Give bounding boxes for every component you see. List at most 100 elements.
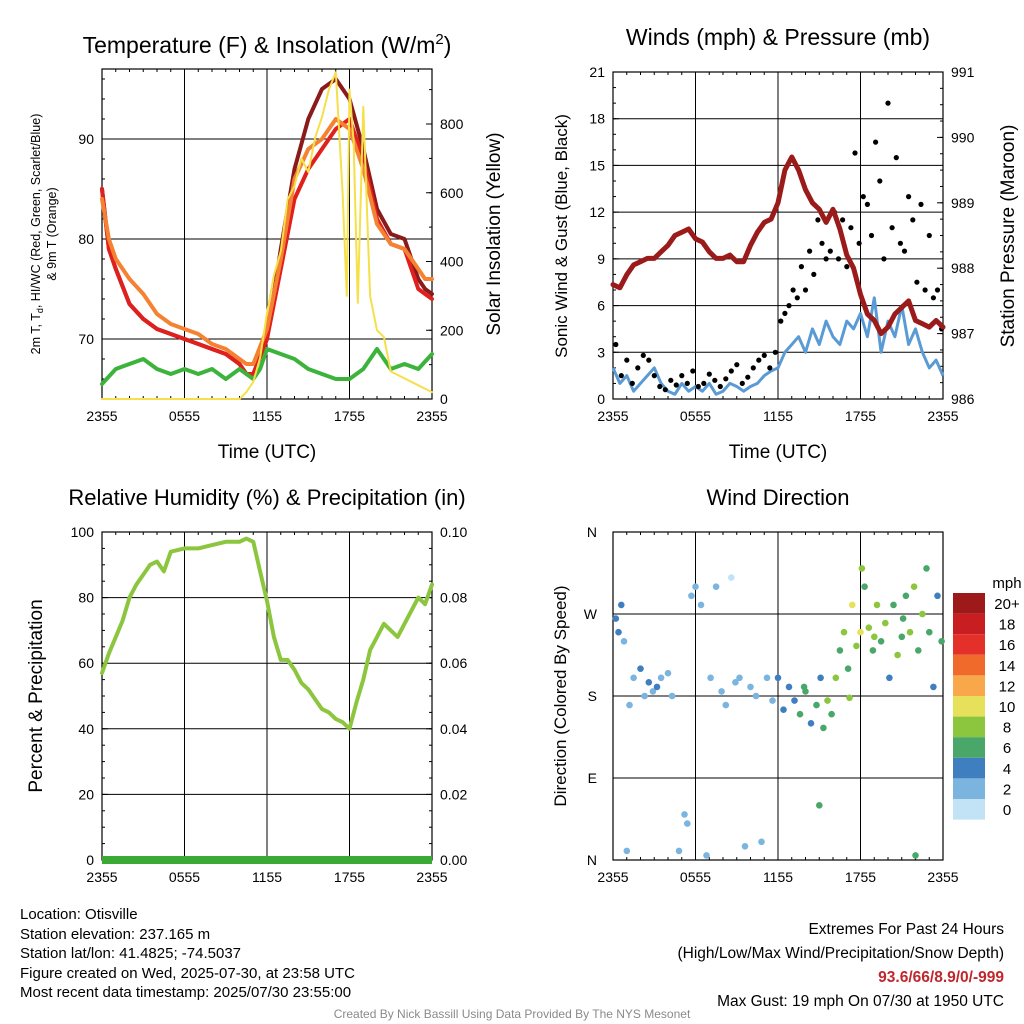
direction-point bbox=[865, 624, 873, 631]
temp-y-tick-label: 80 bbox=[78, 231, 94, 247]
direction-point bbox=[898, 633, 906, 641]
wdir-x-tick-label: 2355 bbox=[927, 869, 958, 885]
legend-swatch bbox=[953, 675, 985, 696]
legend-label: 20+ bbox=[994, 596, 1020, 613]
direction-point bbox=[902, 592, 910, 600]
rh-y-tick-label: 100 bbox=[71, 524, 95, 540]
temp-title-main: Temperature (F) & Insolation (W/m bbox=[83, 32, 436, 58]
gust-point bbox=[852, 150, 858, 156]
direction-point bbox=[906, 628, 914, 636]
recent-timestamp: Most recent data timestamp: 2025/07/30 2… bbox=[20, 984, 352, 1001]
station-info: Location: Otisville Station elevation: 2… bbox=[20, 905, 355, 1003]
direction-point bbox=[796, 710, 804, 718]
rh-y-tick-label: 80 bbox=[78, 590, 94, 606]
direction-point bbox=[785, 683, 793, 691]
rh-y2-tick-label: 0.10 bbox=[440, 524, 467, 540]
rh-y2-tick-label: 0.04 bbox=[440, 721, 467, 737]
direction-point bbox=[774, 674, 782, 682]
direction-point bbox=[722, 701, 730, 709]
direction-point bbox=[912, 852, 919, 859]
direction-point bbox=[807, 720, 815, 727]
temp-title: Temperature (F) & Insolation (W/m2) bbox=[83, 31, 452, 58]
wdir-y-tick-label: N bbox=[587, 524, 597, 540]
gust-point bbox=[881, 256, 887, 262]
direction-point bbox=[919, 610, 926, 618]
wind-x-tick-label: 2355 bbox=[597, 408, 628, 424]
gust-point bbox=[889, 225, 895, 231]
legend-swatch bbox=[953, 696, 985, 717]
wind-y-tick-label: 12 bbox=[589, 204, 605, 220]
direction-point bbox=[813, 701, 820, 709]
gust-point bbox=[840, 217, 846, 223]
gust-point bbox=[761, 352, 767, 358]
temp-y2-tick-label: 800 bbox=[440, 116, 464, 132]
gust-point bbox=[706, 371, 712, 377]
direction-point bbox=[882, 619, 889, 627]
gust-point bbox=[844, 264, 850, 270]
direction-point bbox=[615, 628, 622, 636]
wind-x-axis-label: Time (UTC) bbox=[729, 442, 828, 463]
gust-point bbox=[756, 357, 762, 363]
gust-point bbox=[646, 357, 652, 363]
direction-point bbox=[675, 847, 683, 855]
temp-x-tick-label: 2355 bbox=[416, 408, 447, 424]
max-gust: Max Gust: 19 mph On 07/30 at 1950 UTC bbox=[717, 993, 1004, 1010]
gust-point bbox=[640, 352, 646, 358]
gust-point bbox=[668, 377, 674, 383]
gust-point bbox=[906, 194, 912, 200]
temp-y2-tick-label: 200 bbox=[440, 322, 464, 338]
wdir-y-tick-label: W bbox=[584, 606, 598, 622]
direction-point bbox=[840, 628, 848, 636]
temp-y-label-part: 2m T, T bbox=[29, 313, 43, 355]
legend-swatch bbox=[953, 593, 985, 614]
direction-point bbox=[832, 674, 840, 682]
direction-point bbox=[817, 674, 824, 682]
direction-point bbox=[871, 633, 878, 641]
gust-point bbox=[815, 217, 821, 223]
direction-point bbox=[836, 647, 844, 654]
legend-swatch bbox=[953, 634, 985, 655]
direction-point bbox=[910, 583, 918, 590]
direction-point bbox=[692, 583, 699, 590]
direction-point bbox=[637, 665, 644, 672]
wind-y2-tick-label: 989 bbox=[951, 195, 975, 211]
direction-point bbox=[681, 811, 688, 818]
gust-point bbox=[772, 349, 778, 355]
gust-point bbox=[798, 264, 805, 270]
gust-point bbox=[690, 368, 696, 374]
wind-x-tick-label: 1755 bbox=[845, 408, 876, 424]
temp-series-line bbox=[100, 117, 434, 366]
gust-point bbox=[926, 232, 932, 239]
direction-point bbox=[846, 694, 853, 702]
direction-point bbox=[820, 724, 827, 732]
speed-legend: mph 20+ 18 16 14 12 10 8 6 4 2 0 bbox=[953, 575, 1022, 820]
wdir-x-tick-label: 1755 bbox=[845, 869, 876, 885]
direction-point bbox=[938, 638, 945, 645]
gust-point bbox=[651, 373, 657, 379]
wind-y2-tick-label: 990 bbox=[951, 129, 975, 145]
legend-label: 0 bbox=[1003, 802, 1011, 819]
temp-y-axis-label-2: & 9m T (Orange) bbox=[45, 187, 59, 280]
rh-x-tick-label: 2355 bbox=[86, 869, 117, 885]
direction-point bbox=[934, 592, 941, 600]
gust-point bbox=[910, 217, 916, 223]
gust-point bbox=[786, 303, 792, 309]
gust-point bbox=[827, 248, 833, 254]
temp-x-tick-label: 2355 bbox=[86, 408, 117, 424]
gust-point bbox=[873, 139, 879, 145]
temp-y2-tick-label: 0 bbox=[440, 391, 448, 407]
gust-point bbox=[811, 271, 817, 277]
direction-point bbox=[758, 838, 765, 846]
humidity-panel: 0 20 40 60 80 100 0.00 0.02 0.04 0.06 0.08 0.10 2355… bbox=[26, 485, 467, 885]
figure-created: Figure created on Wed, 2025-07-30, at 23… bbox=[20, 964, 355, 982]
wind-y-axis-label: Sonic Wind & Gust (Blue, Black) bbox=[552, 114, 571, 358]
gust-point bbox=[930, 295, 937, 301]
rh-y2-tick-label: 0.00 bbox=[440, 852, 467, 868]
rh-line bbox=[100, 536, 434, 731]
legend-swatch bbox=[953, 737, 985, 758]
direction-point bbox=[612, 615, 620, 622]
gust-point bbox=[823, 256, 829, 262]
rh-y-tick-label: 20 bbox=[78, 786, 94, 802]
gust-point bbox=[684, 380, 690, 386]
rh-y-tick-label: 60 bbox=[78, 655, 94, 671]
